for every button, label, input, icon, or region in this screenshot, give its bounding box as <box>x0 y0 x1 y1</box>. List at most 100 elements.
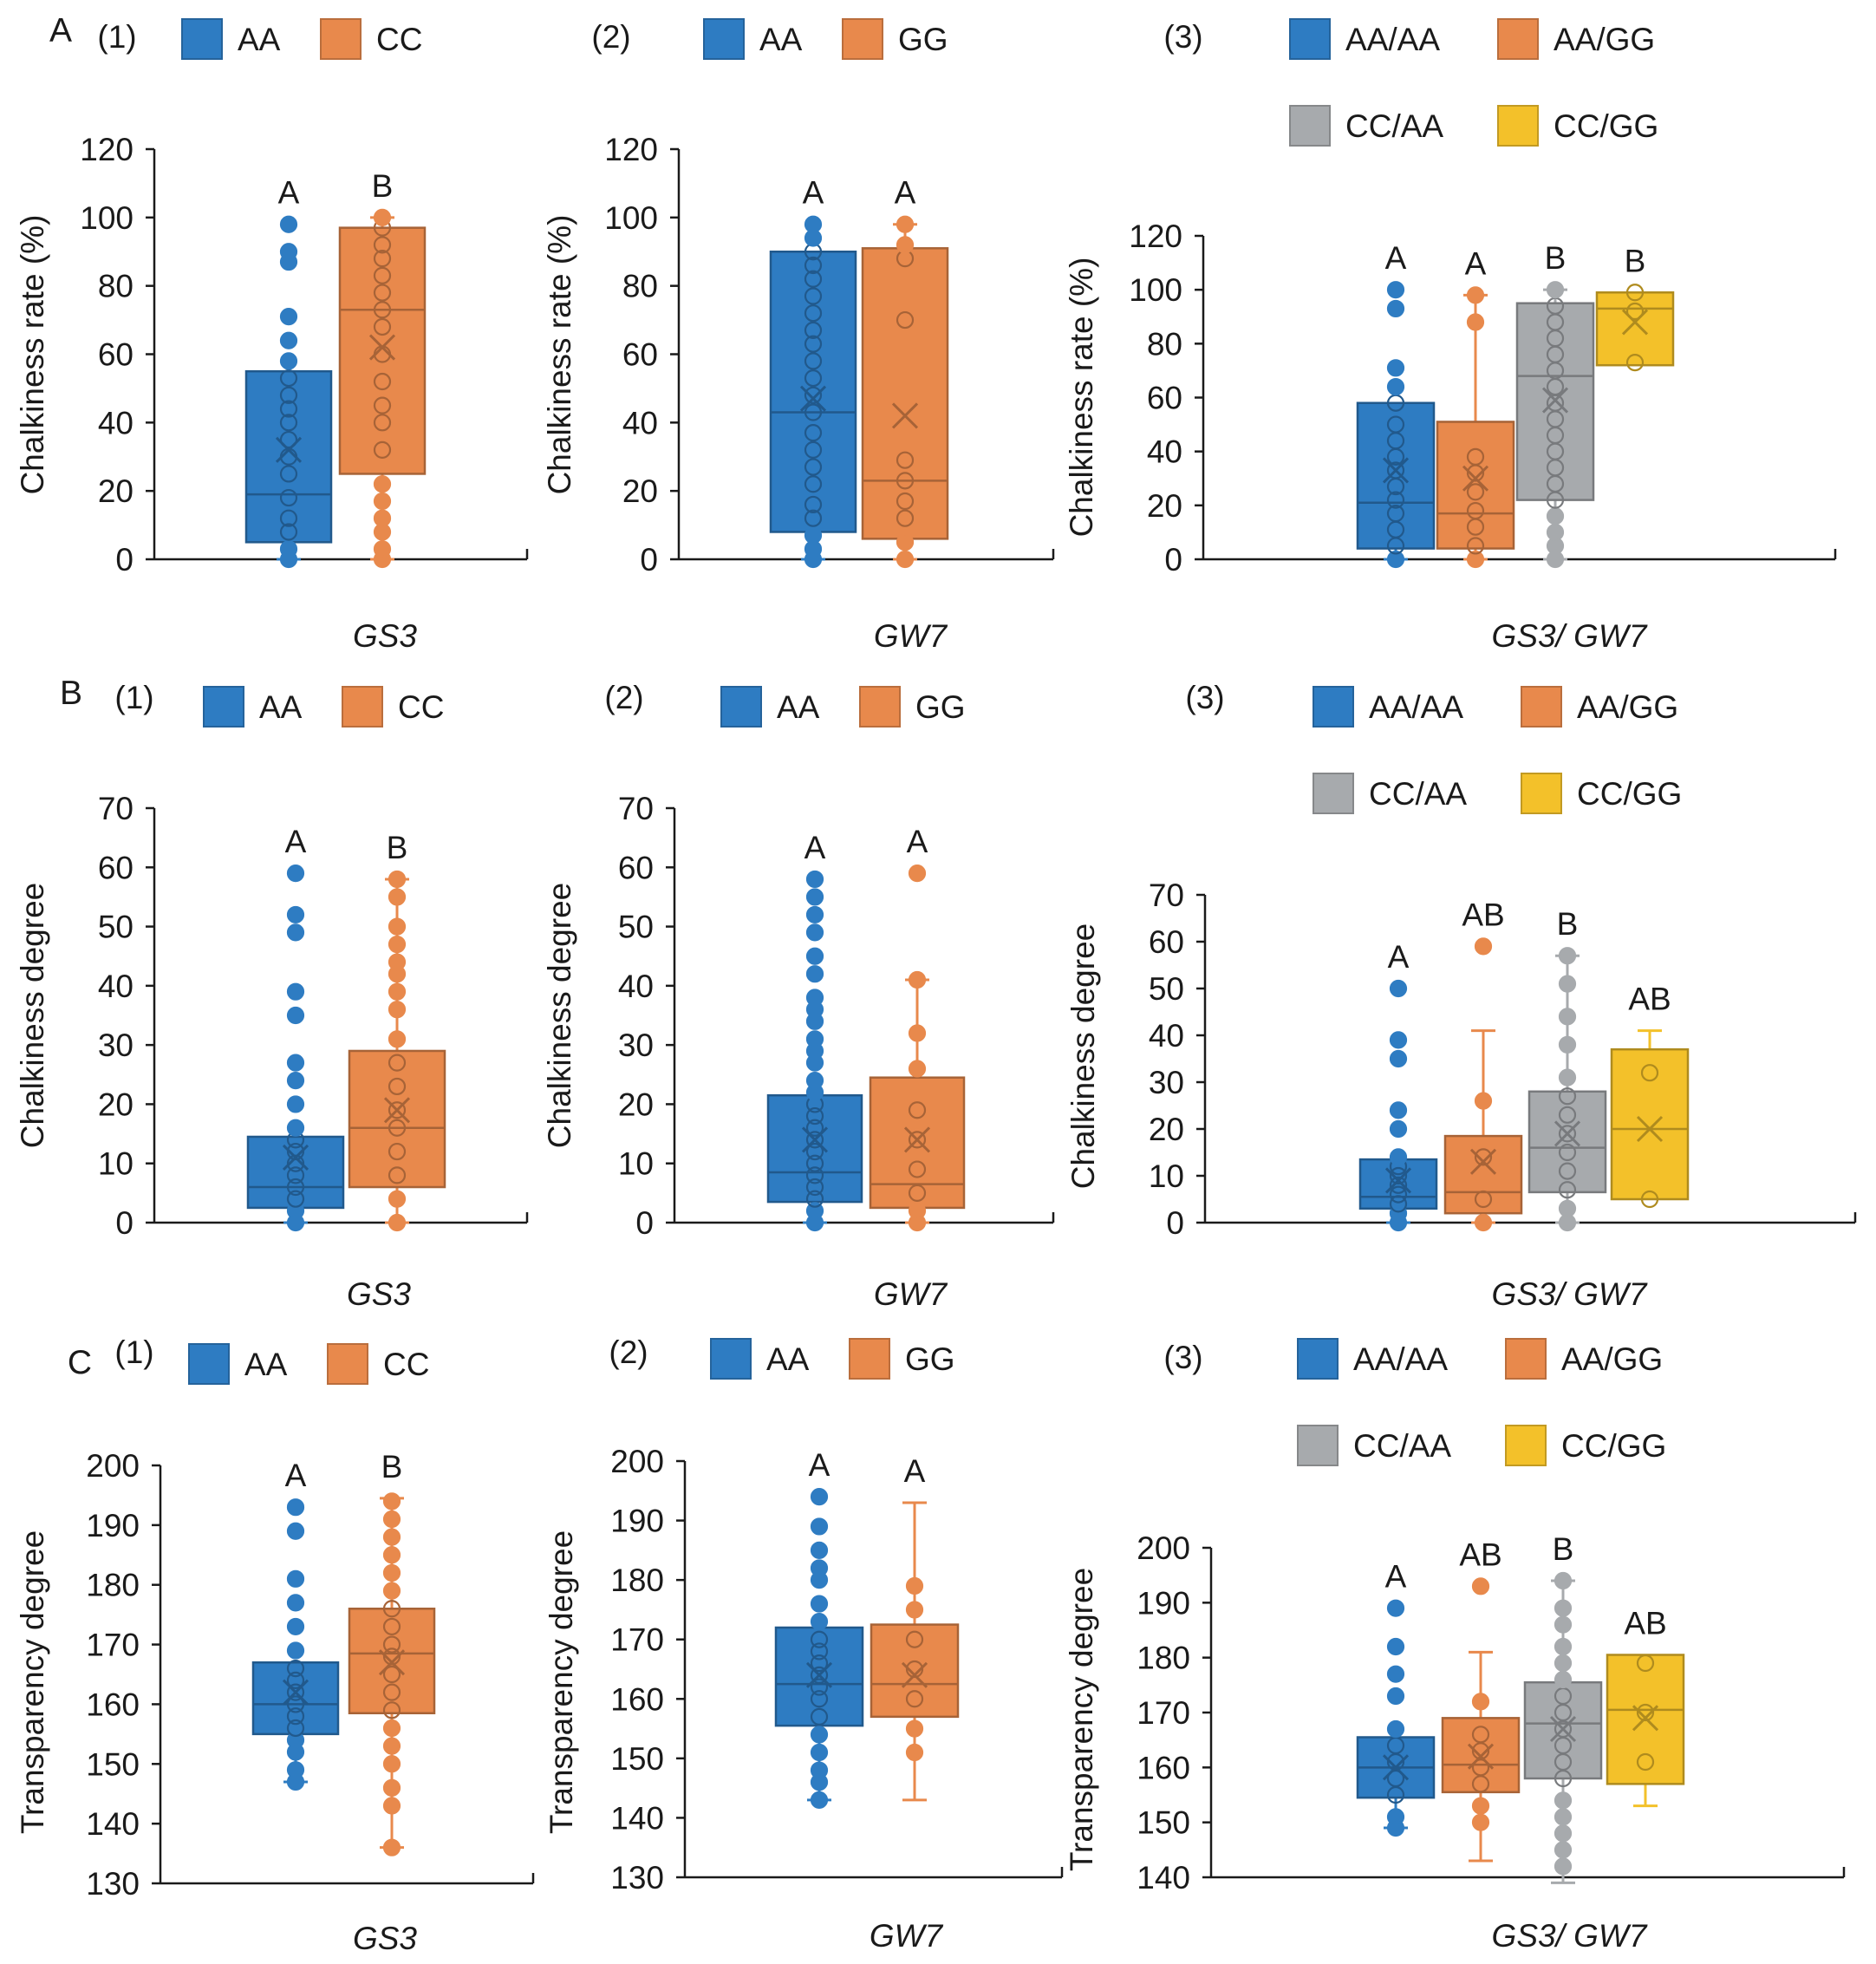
y-tick-label: 200 <box>1137 1530 1190 1566</box>
box-CC/AA: B <box>1515 240 1595 569</box>
data-point <box>1546 281 1565 299</box>
panel-number: (2) <box>604 680 643 715</box>
x-axis-title: GW7 <box>874 1276 948 1312</box>
box-body <box>869 1076 966 1210</box>
data-point <box>1546 523 1565 542</box>
data-point <box>1386 461 1405 480</box>
mean-marker <box>799 385 827 412</box>
y-tick-label: 100 <box>80 200 134 236</box>
data-point <box>373 475 392 493</box>
box-AA/AA: A <box>1356 240 1436 569</box>
data-point <box>1386 415 1405 434</box>
legend: AA GG <box>720 686 966 728</box>
data-point <box>896 533 915 551</box>
box-CC: B <box>348 1449 436 1856</box>
legend-label: CC <box>376 22 422 57</box>
data-point <box>382 1582 401 1600</box>
data-point <box>279 509 298 527</box>
data-point <box>1558 975 1577 993</box>
significance-letter: A <box>1385 240 1407 276</box>
mean-marker <box>1541 387 1569 414</box>
legend: AA/AA AA/GG CC/AA CC/GG <box>1313 686 1682 814</box>
y-tick-label: 100 <box>604 200 658 236</box>
mean-marker <box>801 1126 829 1153</box>
mean-marker <box>1382 457 1410 484</box>
y-tick-label: 60 <box>1147 381 1182 416</box>
box-AA: A <box>246 824 345 1232</box>
data-point <box>804 335 823 353</box>
data-point <box>279 523 298 541</box>
data-point <box>908 1184 927 1202</box>
y-tick-label: 20 <box>618 1086 654 1122</box>
box-GG: A <box>861 175 949 569</box>
y-tick-label: 180 <box>610 1563 664 1598</box>
y-tick-label: 0 <box>115 542 134 577</box>
row-label: C <box>68 1344 92 1381</box>
data-point <box>804 386 823 404</box>
data-point <box>1389 1148 1408 1166</box>
data-point <box>388 888 407 906</box>
box-AA/GG: AB <box>1443 897 1523 1232</box>
data-point <box>805 1131 824 1149</box>
mean-marker <box>378 1649 406 1676</box>
box-AA: A <box>766 830 863 1232</box>
data-point <box>286 1761 305 1779</box>
significance-letter: B <box>372 168 394 204</box>
significance-letter: B <box>1557 906 1579 942</box>
x-axis-title: GW7 <box>870 1918 944 1954</box>
y-tick-label: 140 <box>86 1806 140 1842</box>
significance-letter: A <box>904 1453 926 1489</box>
data-point <box>908 1024 927 1042</box>
box-AA: A <box>774 1447 864 1809</box>
data-point <box>279 400 298 418</box>
data-point <box>1554 1571 1573 1590</box>
data-point <box>382 1665 401 1684</box>
data-point <box>388 1077 407 1096</box>
data-point <box>1474 1190 1493 1209</box>
data-point <box>1389 1031 1408 1049</box>
mean-marker <box>1549 1715 1577 1743</box>
box-body <box>251 1661 340 1736</box>
data-point <box>1558 1008 1577 1026</box>
legend-swatch <box>720 686 762 728</box>
data-point <box>1389 1119 1408 1139</box>
data-point <box>805 1166 824 1184</box>
mean-marker <box>1382 1754 1410 1781</box>
data-point <box>1389 1185 1408 1204</box>
data-point <box>1558 1035 1577 1054</box>
data-point <box>1474 1092 1493 1110</box>
box-CC/GG: B <box>1595 243 1675 372</box>
legend: AA GG <box>703 18 948 60</box>
y-tick-label: 30 <box>1149 1065 1184 1100</box>
data-point <box>388 1101 407 1119</box>
data-point <box>810 1791 829 1809</box>
data-point <box>388 1119 407 1137</box>
data-point <box>908 1202 927 1220</box>
data-point <box>279 215 298 233</box>
data-point <box>905 1743 924 1762</box>
box-CC/GG: AB <box>1606 1606 1685 1808</box>
data-point <box>805 947 824 965</box>
y-tick-label: 160 <box>1137 1750 1190 1785</box>
legend-swatch <box>849 1338 890 1380</box>
data-point <box>804 369 823 388</box>
data-point <box>286 865 305 883</box>
data-point <box>810 1517 829 1536</box>
significance-letter: B <box>1625 243 1646 278</box>
legend: AA/AA AA/GG CC/AA CC/GG <box>1297 1338 1666 1466</box>
data-point <box>804 352 823 370</box>
data-point <box>805 1106 824 1126</box>
y-axis-title: Transparency degree <box>1064 1568 1099 1871</box>
data-point <box>279 488 298 507</box>
data-point <box>1386 1687 1405 1706</box>
data-point <box>382 1778 401 1797</box>
significance-letter: A <box>803 175 824 211</box>
legend-label: CC/AA <box>1353 1428 1451 1464</box>
data-point <box>286 1072 305 1090</box>
data-point <box>373 492 392 511</box>
significance-letter: A <box>1385 1559 1407 1595</box>
legend-label: CC <box>383 1347 429 1382</box>
panel-A-3: (3) AA/AA AA/GG CC/AA CC/GG 0 20 40 60 80 100 120 Ch… <box>1064 18 1837 654</box>
